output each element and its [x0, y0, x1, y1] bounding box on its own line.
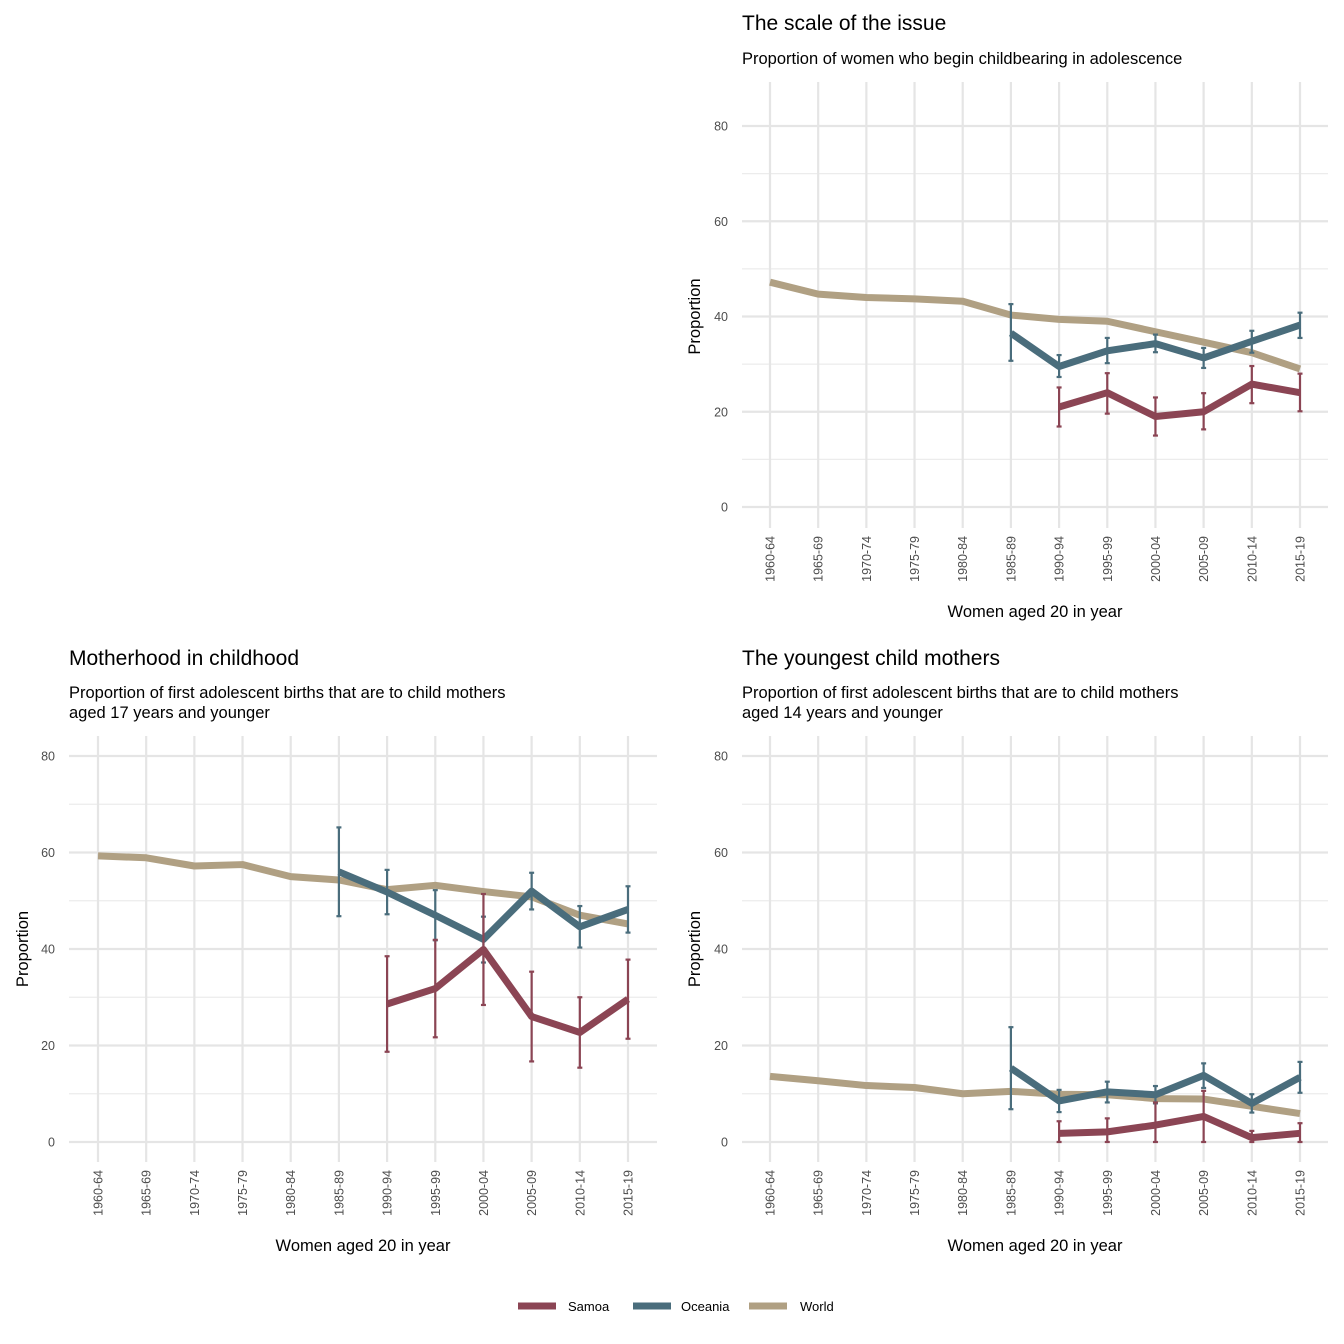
series-oceania — [1008, 303, 1303, 379]
x-tick-label: 2015-19 — [1294, 1170, 1308, 1216]
series-world — [97, 852, 629, 928]
y-tick-label: 60 — [41, 846, 55, 860]
y-axis-label: Proportion — [686, 911, 704, 987]
x-tick-label: 1995-99 — [1101, 536, 1115, 582]
grid — [69, 736, 657, 1162]
x-tick-label: 2000-04 — [1149, 1170, 1163, 1216]
x-axis-label: Women aged 20 in year — [948, 1237, 1123, 1255]
grid — [742, 82, 1328, 528]
x-tick-label: 2015-19 — [1294, 536, 1308, 582]
y-tick-label: 20 — [714, 1039, 728, 1053]
y-tick-label: 80 — [714, 750, 728, 764]
y-tick-label: 0 — [721, 1136, 728, 1150]
x-tick-label: 1970-74 — [860, 1170, 874, 1216]
x-tick-label: 2000-04 — [477, 1170, 491, 1216]
x-tick-label: 1965-69 — [140, 1170, 154, 1216]
series-line-oceania — [1008, 321, 1302, 371]
x-tick-label: 1975-79 — [908, 536, 922, 582]
x-tick-label: 2010-14 — [1245, 1170, 1259, 1216]
y-tick-label: 60 — [714, 215, 728, 229]
legend-label-world: World — [800, 1299, 834, 1314]
x-tick-label: 1990-94 — [1053, 536, 1067, 582]
legend-label-oceania: Oceania — [681, 1299, 730, 1314]
x-tick-label: 1965-69 — [812, 536, 826, 582]
series-world — [769, 1072, 1301, 1117]
chart-panel-motherhood: Motherhood in childhood Proportion of fir… — [14, 647, 657, 1255]
y-tick-label: 0 — [721, 501, 728, 515]
x-tick-label: 1995-99 — [1101, 1170, 1115, 1216]
x-tick-label: 1970-74 — [860, 536, 874, 582]
x-tick-label: 1960-64 — [764, 536, 778, 582]
chart-subtitle: Proportion of first adolescent births th… — [742, 684, 1179, 702]
series-line-oceania — [1008, 1065, 1302, 1107]
y-tick-label: 20 — [714, 405, 728, 419]
x-tick-label: 2010-14 — [1245, 536, 1259, 582]
x-tick-label: 2005-09 — [525, 1170, 539, 1216]
series-line-samoa — [386, 945, 630, 1036]
chart-subtitle: aged 14 years and younger — [742, 704, 943, 722]
y-tick-label: 40 — [41, 943, 55, 957]
x-tick-label: 1980-84 — [284, 1170, 298, 1216]
x-tick-label: 1985-89 — [1004, 536, 1018, 582]
series-samoa — [1056, 364, 1303, 437]
chart-title: Motherhood in childhood — [69, 647, 299, 670]
y-tick-label: 60 — [714, 846, 728, 860]
series-line-samoa — [1058, 1112, 1301, 1142]
y-tick-label: 20 — [41, 1039, 55, 1053]
x-tick-label: 1990-94 — [381, 1170, 395, 1216]
y-tick-label: 80 — [714, 120, 728, 134]
x-tick-label: 1975-79 — [908, 1170, 922, 1216]
chart-title: The scale of the issue — [742, 12, 946, 35]
chart-subtitle: Proportion of women who begin childbeari… — [742, 50, 1182, 68]
x-tick-label: 1975-79 — [236, 1170, 250, 1216]
x-tick-label: 2015-19 — [622, 1170, 636, 1216]
series-line-samoa — [1058, 380, 1301, 421]
y-tick-label: 40 — [714, 310, 728, 324]
x-axis-label: Women aged 20 in year — [948, 603, 1123, 621]
x-tick-label: 1995-99 — [429, 1170, 443, 1216]
y-axis-label: Proportion — [686, 278, 704, 354]
chart-subtitle: aged 17 years and younger — [69, 704, 270, 722]
x-tick-label: 2000-04 — [1149, 536, 1163, 582]
x-axis-label: Women aged 20 in year — [276, 1237, 451, 1255]
series-line-world — [769, 278, 1302, 373]
x-tick-label: 1960-64 — [92, 1170, 106, 1216]
chart-title: The youngest child mothers — [742, 647, 1000, 670]
series-world — [769, 278, 1302, 373]
legend: Samoa Oceania World — [518, 1299, 834, 1314]
chart-panel-youngest: The youngest child mothers Proportion of … — [686, 647, 1328, 1255]
series-samoa — [1056, 1089, 1303, 1144]
chart-panels: The scale of the issue Proportion of wome… — [14, 12, 1328, 1255]
y-tick-label: 80 — [41, 750, 55, 764]
x-tick-label: 1980-84 — [956, 536, 970, 582]
x-tick-label: 1985-89 — [332, 1170, 346, 1216]
x-tick-label: 1980-84 — [956, 1170, 970, 1216]
x-tick-label: 1965-69 — [812, 1170, 826, 1216]
x-tick-label: 2005-09 — [1197, 1170, 1211, 1216]
x-tick-label: 1960-64 — [764, 1170, 778, 1216]
chart-subtitle: Proportion of first adolescent births th… — [69, 684, 506, 702]
x-tick-label: 1970-74 — [188, 1170, 202, 1216]
x-tick-label: 2005-09 — [1197, 536, 1211, 582]
series-line-world — [769, 1072, 1301, 1117]
y-tick-label: 0 — [48, 1136, 55, 1150]
x-tick-label: 1990-94 — [1053, 1170, 1067, 1216]
x-tick-label: 2010-14 — [573, 1170, 587, 1216]
series-line-world — [97, 852, 629, 928]
legend-label-samoa: Samoa — [568, 1299, 610, 1314]
x-tick-label: 1985-89 — [1004, 1170, 1018, 1216]
series-samoa — [384, 892, 631, 1069]
y-tick-label: 40 — [714, 943, 728, 957]
y-axis-label: Proportion — [14, 911, 32, 987]
chart-panel-scale: The scale of the issue Proportion of wome… — [686, 12, 1328, 621]
series-oceania — [1008, 1026, 1303, 1114]
